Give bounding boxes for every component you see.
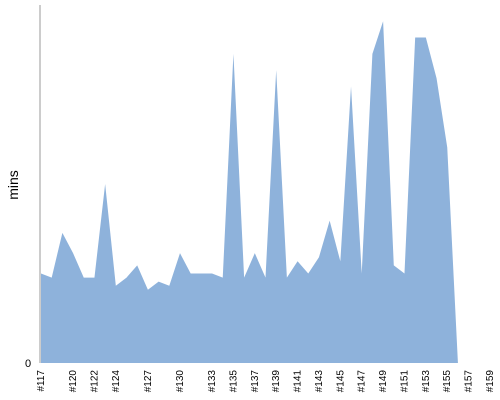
x-tick-label: #122 bbox=[89, 370, 100, 393]
x-tick-label: #139 bbox=[271, 370, 282, 393]
x-tick-label: #135 bbox=[228, 370, 239, 393]
x-tick-label: #151 bbox=[399, 370, 410, 393]
x-tick-label: #137 bbox=[250, 370, 261, 393]
y-axis-zero-label: 0 bbox=[25, 358, 31, 370]
x-tick-label: #145 bbox=[335, 370, 346, 393]
x-tick-label: #155 bbox=[442, 370, 453, 393]
x-tick-label: #143 bbox=[314, 370, 325, 393]
x-tick-label: #133 bbox=[207, 370, 218, 393]
x-tick-label: #153 bbox=[421, 370, 432, 393]
x-tick-label: #120 bbox=[68, 370, 79, 393]
x-tick-label: #157 bbox=[464, 370, 475, 393]
x-tick-label: #130 bbox=[175, 370, 186, 393]
x-axis-tick-labels: #117 #120 #122 #124 #127 #130 #133 #135 #137 #139… bbox=[36, 370, 496, 393]
x-tick-label: #124 bbox=[111, 370, 122, 393]
x-tick-label: #127 bbox=[143, 370, 154, 393]
x-tick-label: #117 bbox=[36, 370, 47, 392]
x-tick-label: #149 bbox=[378, 370, 389, 393]
x-tick-label: #147 bbox=[357, 370, 368, 393]
area-series bbox=[41, 21, 490, 364]
y-axis-label: mins bbox=[5, 170, 21, 200]
x-tick-label: #159 bbox=[485, 370, 496, 393]
x-tick-label: #141 bbox=[293, 370, 304, 393]
